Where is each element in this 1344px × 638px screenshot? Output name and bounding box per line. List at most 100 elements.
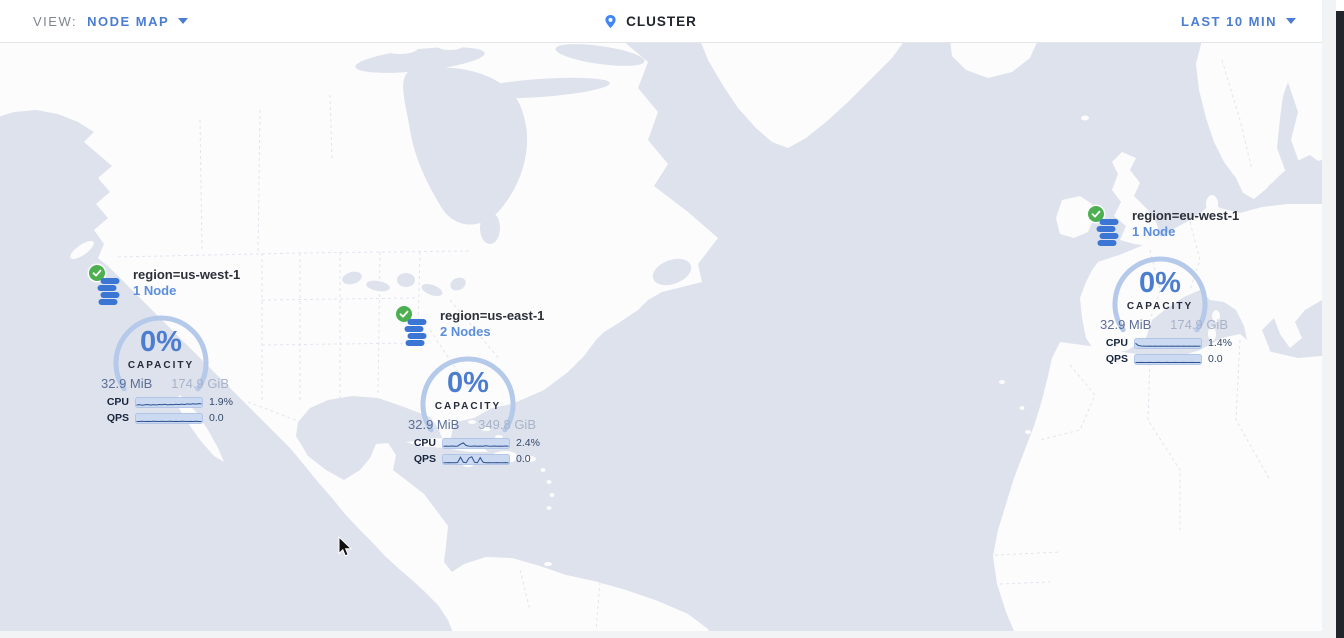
locality-marker-us-west-1[interactable]: region=us-west-1 1 Node 0% CAPACITY 32.9…: [89, 265, 249, 433]
cpu-label: CPU: [1105, 337, 1128, 349]
chevron-down-icon: [1286, 18, 1296, 24]
border-south-america: [595, 581, 601, 631]
border-africa: [994, 551, 1061, 556]
antilles: [549, 493, 555, 497]
trinidad: [544, 562, 552, 566]
locality-marker-eu-west-1[interactable]: region=eu-west-1 1 Node 0% CAPACITY 32.9…: [1088, 206, 1248, 374]
breadcrumb-cluster[interactable]: CLUSTER: [626, 13, 697, 29]
border-africa: [1147, 356, 1181, 530]
cpu-value: 2.4%: [516, 437, 540, 449]
view-selector-dropdown[interactable]: NODE MAP: [87, 14, 189, 29]
qps-sparkline: [1134, 353, 1202, 365]
arctic-channel: [555, 44, 645, 66]
iceland: [950, 43, 1037, 78]
baja-peninsula: [174, 395, 224, 462]
gulf-st-lawrence: [652, 258, 692, 286]
capacity-used: 32.9 MiB: [408, 417, 460, 432]
arctic-island: [600, 70, 620, 80]
border-south-america: [519, 569, 531, 611]
canary-island: [1025, 430, 1031, 434]
capacity-gauge-ring: [420, 356, 516, 433]
capacity-gauge-ring: [113, 315, 209, 392]
capacity-label: CAPACITY: [127, 360, 195, 371]
node-map[interactable]: [0, 43, 1322, 631]
border-state: [449, 299, 501, 361]
qps-value: 0.0: [1208, 353, 1223, 365]
border-scandinavia: [1221, 59, 1253, 171]
database-icon: [1096, 219, 1119, 246]
view-label: VIEW:: [33, 13, 78, 29]
qps-label: QPS: [413, 453, 436, 465]
healthy-check-icon: [396, 306, 412, 322]
antilles: [540, 468, 546, 472]
world-map-svg: [0, 43, 1322, 631]
border-africa: [1235, 339, 1271, 481]
node-count-link[interactable]: 2 Nodes: [440, 324, 491, 339]
capacity-percent: 0%: [140, 326, 182, 358]
qps-label: QPS: [106, 412, 129, 424]
cpu-label: CPU: [413, 437, 436, 449]
border-state: [261, 342, 416, 346]
antilles: [546, 506, 552, 510]
database-icon: [97, 278, 120, 305]
great-lake: [397, 273, 415, 287]
arctic-channel: [470, 77, 610, 99]
capacity-gauge-ring: [1112, 256, 1208, 333]
qps-label: QPS: [1105, 353, 1128, 365]
node-count-link[interactable]: 1 Node: [133, 283, 177, 298]
border-province: [199, 119, 203, 253]
qps-sparkline: [135, 412, 203, 424]
arctic-channel: [448, 91, 492, 105]
puerto-rico: [524, 456, 536, 462]
arctic-island: [489, 45, 521, 59]
qps-value: 0.0: [516, 453, 531, 465]
border-state: [377, 251, 381, 397]
faroe-islands: [1081, 115, 1089, 121]
vancouver-island: [70, 240, 94, 260]
africa: [993, 334, 1322, 631]
james-bay: [480, 212, 500, 244]
window-edge-notch: [1336, 0, 1344, 11]
capacity-label: CAPACITY: [1126, 301, 1194, 312]
locality-marker-us-east-1[interactable]: region=us-east-1 2 Nodes 0% CAPACITY 32.…: [396, 306, 556, 474]
cpu-sparkline: [1134, 337, 1202, 349]
border-africa: [999, 581, 1051, 585]
long-island: [563, 343, 581, 349]
arctic-island: [546, 63, 574, 77]
ireland: [1056, 196, 1094, 238]
window-edge: [1336, 0, 1344, 638]
healthy-check-icon: [1088, 206, 1104, 222]
database-icon: [404, 319, 427, 346]
capacity-used: 32.9 MiB: [1100, 317, 1152, 332]
region-label: region=eu-west-1: [1132, 208, 1240, 223]
corsica: [1212, 310, 1220, 322]
cpu-value: 1.9%: [209, 396, 233, 408]
capacity-percent: 0%: [1139, 267, 1181, 299]
time-range-dropdown[interactable]: LAST 10 MIN: [1181, 14, 1296, 29]
mouse-cursor: [338, 536, 353, 557]
healthy-check-icon: [89, 265, 105, 281]
bahamas: [481, 427, 491, 431]
azores: [999, 380, 1005, 384]
madeira: [1019, 406, 1025, 410]
border-state: [417, 251, 421, 331]
location-pin-icon: [605, 14, 616, 28]
node-count-link[interactable]: 1 Node: [1132, 224, 1176, 239]
chevron-down-icon: [178, 18, 189, 24]
sardinia: [1208, 327, 1216, 341]
capacity-used: 32.9 MiB: [101, 376, 153, 391]
cpu-value: 1.4%: [1208, 337, 1232, 349]
capacity-label: CAPACITY: [434, 401, 502, 412]
qps-value: 0.0: [209, 412, 224, 424]
arctic-channel: [355, 47, 485, 73]
greenland: [701, 43, 903, 148]
capacity-total: 174.9 GiB: [171, 376, 229, 391]
hudson-bay: [403, 67, 528, 225]
bahamas: [468, 420, 476, 424]
cpu-label: CPU: [106, 396, 129, 408]
cpu-sparkline: [135, 396, 203, 408]
capacity-percent: 0%: [447, 367, 489, 399]
border-state: [261, 297, 419, 301]
capacity-total: 174.9 GiB: [1170, 317, 1228, 332]
capacity-total: 349.8 GiB: [478, 417, 536, 432]
